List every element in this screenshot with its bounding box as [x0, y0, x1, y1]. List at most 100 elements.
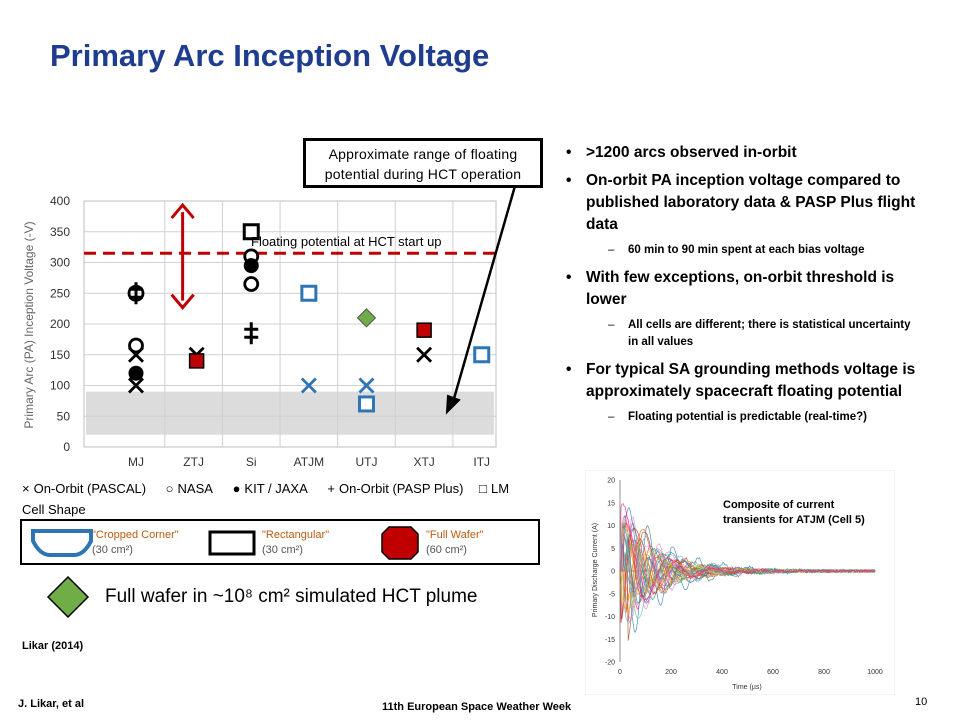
sub-bullet-item: All cells are different; there is statis…	[564, 317, 919, 351]
x-tick-label: ZTJ	[183, 455, 204, 469]
data-point	[242, 223, 260, 241]
inset-title-line-2: transients for ATJM (Cell 5)	[723, 514, 865, 526]
legend-label: NASA	[177, 481, 213, 496]
inset-y-tick-label: 5	[611, 546, 615, 553]
y-tick-label: 100	[50, 379, 70, 393]
x-tick-label: MJ	[128, 455, 144, 469]
x-tick-label: ITJ	[473, 455, 490, 469]
legend-symbol: ○	[165, 481, 174, 496]
inset-x-tick-label: 400	[716, 669, 728, 676]
data-point	[416, 322, 432, 338]
sub-bullet-item: Floating potential is predictable (real-…	[564, 409, 919, 426]
shape-area: (30 cm²)	[262, 544, 303, 556]
reference-line-label: Floating potential at HCT start up	[251, 234, 442, 249]
sub-bullet-item: 60 min to 90 min spent at each bias volt…	[564, 242, 919, 259]
y-tick-label: 250	[50, 286, 70, 300]
legend-label: LM	[490, 481, 510, 496]
inset-y-tick-label: -10	[605, 614, 615, 621]
inset-chart-title: Composite of current transients for ATJM…	[723, 498, 883, 528]
data-point	[473, 346, 491, 364]
hct-diamond-icon	[46, 575, 90, 619]
range-arrow-head-bottom	[170, 293, 195, 310]
page-number: 10	[915, 696, 928, 708]
shape-area: (60 cm²)	[426, 544, 467, 556]
inset-transient-line	[620, 538, 876, 614]
plot-area-frame	[83, 200, 497, 448]
range-arrow-head-top	[170, 202, 195, 220]
legend-symbol: □	[479, 481, 487, 496]
rectangular-shape-icon	[208, 530, 256, 556]
inset-y-tick-label: -5	[609, 591, 615, 598]
data-point	[128, 365, 144, 381]
data-point	[128, 337, 144, 354]
callout-line-2: potential during HCT operation	[324, 166, 522, 182]
callout-line-1: Approximate range of floating	[328, 146, 518, 162]
shape-name: "Rectangular"	[262, 529, 330, 541]
shape-area: (30 cm²)	[92, 544, 133, 556]
legend-label: KIT / JAXA	[244, 481, 308, 496]
inset-x-tick-label: 800	[818, 669, 830, 676]
inset-title-line-1: Composite of current	[723, 499, 835, 511]
legend-symbol: +	[327, 481, 335, 496]
legend-label: On-Orbit (PASCAL)	[33, 481, 147, 496]
y-tick-label: 150	[50, 348, 70, 362]
inset-transient-line	[619, 503, 876, 602]
inset-y-tick-label: 10	[607, 523, 615, 530]
inset-y-tick-label: -15	[605, 637, 615, 644]
arc-voltage-chart: 0 50 100 150 200 250 300 350 400 MJ ZTJ Si ATJM UTJ X…	[22, 185, 517, 469]
cell-shape-title: Cell Shape	[22, 502, 86, 517]
y-tick-label: 50	[57, 409, 71, 423]
data-point	[356, 308, 377, 328]
callout-box: Approximate range of floating potential …	[303, 138, 543, 188]
bullet-item: On-orbit PA inception voltage compared t…	[564, 170, 919, 236]
cropped-corner-shape-icon	[31, 529, 93, 557]
bullet-item: For typical SA grounding methods voltage…	[564, 359, 919, 403]
hct-legend-label: Full wafer in ~10⁸ cm² simulated HCT plu…	[105, 586, 478, 607]
citation: Likar (2014)	[22, 640, 84, 652]
y-tick-label: 200	[50, 317, 70, 331]
legend-symbol: ×	[22, 481, 30, 496]
bullet-item: With few exceptions, on-orbit threshold …	[564, 267, 919, 311]
callout-arrow-shaft	[451, 185, 517, 403]
inset-x-tick-label: 0	[618, 669, 622, 676]
y-tick-label: 0	[63, 440, 70, 454]
footer-author: J. Likar, et al	[18, 698, 85, 710]
data-point	[127, 284, 145, 302]
data-point	[243, 258, 259, 274]
legend-symbol: ●	[232, 481, 241, 496]
data-point	[188, 353, 205, 369]
data-point	[300, 284, 318, 302]
x-tick-label: Si	[246, 455, 257, 469]
inset-x-tick-label: 1000	[867, 669, 883, 676]
chart-legend: × On-Orbit (PASCAL) ○ NASA ● KIT / JAXA + On…	[22, 481, 513, 496]
x-tick-label: XTJ	[413, 455, 434, 469]
bullet-list: >1200 arcs observed in-orbit On-orbit PA…	[564, 142, 919, 434]
inset-y-tick-label: 20	[607, 478, 615, 485]
inset-y-tick-label: 0	[611, 569, 615, 576]
legend-label: On-Orbit (PASP Plus)	[338, 481, 464, 496]
page-title: Primary Arc Inception Voltage	[50, 38, 490, 73]
x-tick-label: ATJM	[294, 455, 324, 469]
inset-y-tick-label: 15	[607, 500, 615, 507]
inset-transient-line	[620, 543, 876, 593]
data-point	[300, 377, 317, 394]
bullet-item: >1200 arcs observed in-orbit	[564, 142, 919, 164]
data-point	[243, 276, 260, 292]
footer-conference: 11th European Space Weather Week	[382, 701, 572, 713]
full-wafer-shape-icon	[381, 526, 419, 560]
data-point	[358, 377, 375, 394]
y-axis-label: Primary Arc (PA) Inception Voltage (-V)	[22, 221, 36, 428]
y-tick-label: 300	[50, 256, 70, 270]
inset-x-label: Time (µs)	[732, 684, 761, 691]
x-tick-label: UTJ	[355, 455, 377, 469]
data-point	[128, 377, 144, 394]
data-point	[357, 395, 375, 413]
shaded-floating-range	[86, 391, 494, 435]
cell-shape-legend: "Cropped Corner" (30 cm²) "Rectangular" …	[20, 519, 540, 565]
y-tick-label: 350	[50, 225, 70, 239]
data-point	[416, 346, 433, 363]
callout-arrow-head	[445, 394, 461, 415]
inset-x-tick-label: 200	[665, 669, 677, 676]
inset-y-label: Primary Discharge Current (A)	[592, 523, 599, 617]
